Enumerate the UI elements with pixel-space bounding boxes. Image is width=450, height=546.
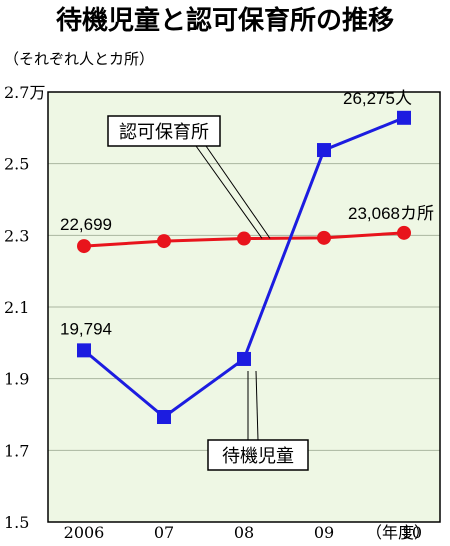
callout-leader-hoikusho-2: [205, 145, 271, 239]
data-label: 26,275人: [343, 89, 412, 108]
callout-box-hoikusho: [107, 115, 221, 147]
series-taiki: 19,794 26,275人: [60, 89, 412, 425]
x-tick-label: 10: [402, 523, 422, 542]
x-tick-label: 2006: [64, 523, 105, 542]
chart-subtitle: （それぞれ人とカ所）: [4, 50, 154, 68]
y-tick-label: 1.9: [4, 370, 29, 389]
x-axis-ticks: 2006 07 08 09 10: [64, 523, 422, 542]
x-tick-label: 08: [234, 523, 254, 542]
x-axis-unit: （年度）: [366, 523, 430, 542]
data-point: [397, 225, 411, 240]
y-tick-label: 1.5: [4, 513, 29, 532]
y-tick-label: 2.1: [4, 298, 29, 317]
data-label: 19,794: [60, 319, 112, 338]
series-hoikusho: 22,699 23,068カ所: [60, 204, 434, 254]
data-point: [157, 234, 171, 249]
callout-label-taiki: 待機児童: [222, 446, 294, 467]
x-tick-label: 07: [154, 523, 174, 542]
callout-leader-hoikusho: [195, 145, 263, 239]
y-tick-label: 2.7万: [4, 83, 45, 102]
data-point: [237, 351, 251, 366]
data-point: [397, 110, 411, 125]
data-point: [317, 143, 331, 158]
callout-leader-taiki-2: [255, 370, 259, 441]
chart-title: 待機児童と認可保育所の推移: [56, 5, 394, 36]
y-axis-ticks: 1.5 1.7 1.9 2.1 2.3 2.5 2.7万: [4, 83, 45, 532]
x-tick-label: 09: [314, 523, 334, 542]
data-point: [157, 410, 171, 425]
y-tick-label: 1.7: [4, 441, 29, 460]
data-point: [77, 343, 91, 358]
data-point: [237, 231, 251, 246]
data-label: 22,699: [60, 215, 112, 234]
y-tick-label: 2.5: [4, 155, 29, 174]
plot-border: [47, 91, 441, 523]
data-point: [317, 230, 331, 245]
data-point: [77, 239, 91, 254]
y-tick-label: 2.3: [4, 226, 29, 245]
data-label: 23,068カ所: [348, 204, 434, 223]
series-layer: 22,699 23,068カ所 19,794 26,275人: [60, 89, 434, 425]
callout-box-taiki: [207, 439, 309, 471]
callout-label-hoikusho: 認可保育所: [119, 122, 209, 143]
